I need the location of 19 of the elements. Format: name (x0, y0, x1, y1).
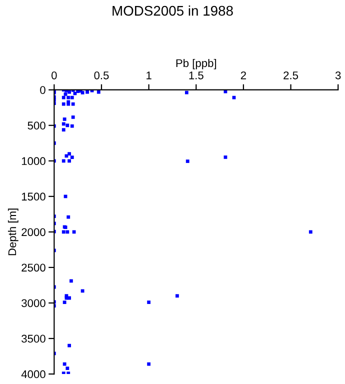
y-tick-label: 1000 (22, 157, 46, 166)
y-axis-title: Depth [m] (8, 208, 18, 256)
x-tick-label: 1.5 (189, 72, 204, 80)
x-axis-title: Pb [ppb] (176, 58, 216, 70)
y-tick-label: 2500 (22, 264, 46, 272)
y-tick-label: 1500 (22, 192, 46, 201)
y-tick-label: 3500 (22, 334, 46, 343)
y-tick-label: 2000 (22, 228, 46, 236)
x-tick-label: 0 (52, 71, 57, 80)
y-tick-label: 0 (40, 86, 46, 94)
chart-title: MODS2005 in 1988 (112, 6, 233, 16)
x-tick-label: 1 (146, 72, 152, 80)
x-tick-label: 2.5 (284, 71, 298, 80)
x-tick-label: 0.5 (94, 71, 109, 80)
x-tick-label: 2 (240, 71, 246, 80)
y-tick-label: 500 (28, 122, 46, 130)
y-tick-label: 3000 (22, 299, 46, 308)
x-tick-label: 3 (335, 71, 341, 80)
y-tick-label: 4000 (21, 370, 46, 378)
